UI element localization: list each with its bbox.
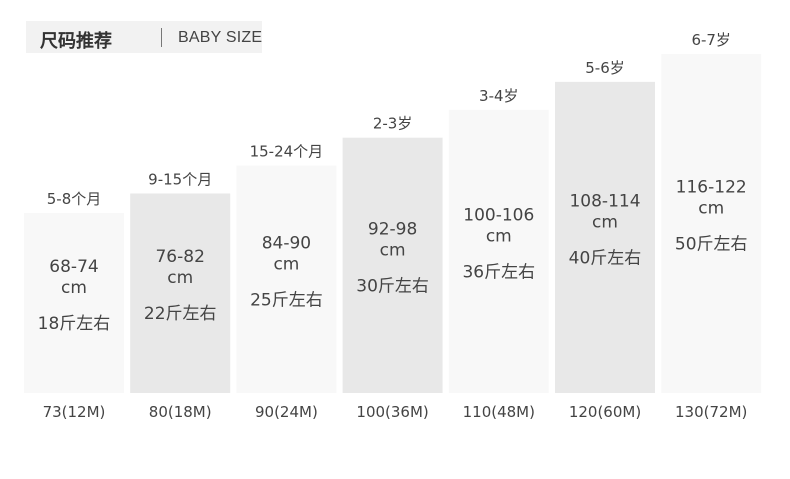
height-unit-label: cm — [698, 199, 724, 219]
size-bar — [24, 213, 124, 393]
size-bar — [661, 54, 762, 393]
age-label: 6-7岁 — [691, 31, 731, 49]
height-unit-label: cm — [61, 278, 87, 298]
category-label: 110(48M) — [463, 403, 535, 421]
height-range-label: 108-114 — [569, 191, 640, 211]
weight-label: 22斤左右 — [144, 304, 217, 324]
age-label: 2-3岁 — [373, 115, 413, 133]
category-label: 120(60M) — [569, 403, 641, 421]
age-label: 15-24个月 — [250, 143, 324, 161]
category-label: 90(24M) — [255, 403, 318, 421]
height-unit-label: cm — [486, 226, 512, 246]
height-range-label: 76-82 — [155, 247, 204, 267]
height-unit-label: cm — [167, 268, 193, 288]
height-range-label: 116-122 — [676, 178, 747, 198]
size-bar — [448, 109, 549, 393]
height-unit-label: cm — [380, 240, 406, 260]
page-title: 尺码推荐 — [40, 31, 112, 52]
weight-label: 50斤左右 — [675, 235, 748, 255]
weight-label: 36斤左右 — [462, 262, 535, 282]
size-bar — [342, 137, 443, 393]
size-bar — [236, 165, 337, 393]
height-range-label: 100-106 — [463, 205, 534, 225]
weight-label: 18斤左右 — [38, 314, 111, 334]
header-banner: 尺码推荐 BABY SIZE — [26, 21, 262, 53]
category-label: 130(72M) — [675, 403, 747, 421]
weight-label: 40斤左右 — [569, 248, 642, 268]
size-bar — [555, 81, 655, 393]
height-range-label: 68-74 — [49, 257, 98, 277]
header-divider — [161, 28, 162, 47]
age-label: 5-8个月 — [47, 190, 102, 208]
weight-label: 30斤左右 — [356, 276, 429, 296]
height-range-label: 92-98 — [368, 219, 417, 239]
age-label: 3-4岁 — [479, 87, 519, 105]
height-range-label: 84-90 — [262, 233, 311, 253]
height-unit-label: cm — [273, 254, 299, 274]
height-unit-label: cm — [592, 212, 618, 232]
page-subtitle: BABY SIZE — [178, 29, 263, 46]
age-label: 9-15个月 — [148, 170, 212, 188]
category-label: 73(12M) — [43, 403, 106, 421]
category-label: 80(18M) — [149, 403, 212, 421]
weight-label: 25斤左右 — [250, 290, 323, 310]
size-bar — [130, 193, 231, 393]
category-label: 100(36M) — [356, 403, 428, 421]
age-label: 5-6岁 — [585, 59, 625, 77]
